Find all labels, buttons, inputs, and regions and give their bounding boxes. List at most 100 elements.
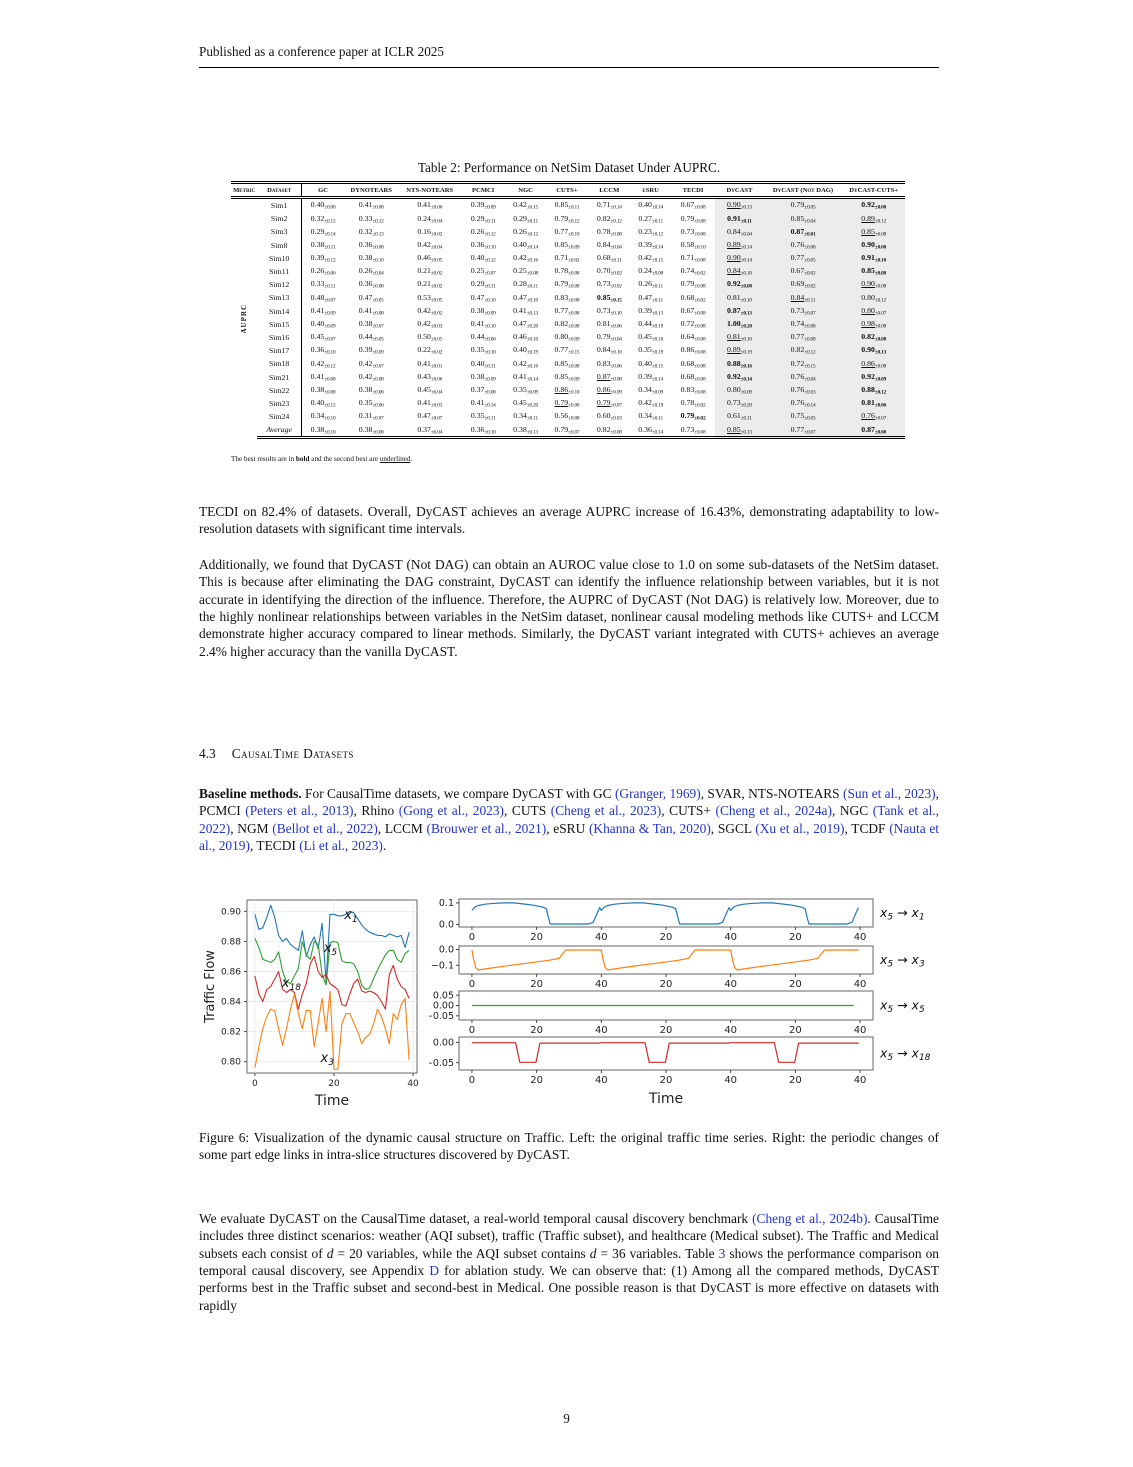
tick-label: 0.1 (439, 898, 454, 909)
table-cell: 0.42±0.16 (513, 358, 538, 370)
citation-link[interactable]: D (429, 1263, 439, 1279)
table-cell: 0.92±0.08 (842, 197, 905, 213)
dataset-name: Sim13 (257, 291, 303, 305)
table-cell: 0.80±0.12 (842, 291, 905, 305)
tick-label: 0 (469, 932, 475, 943)
x-axis-label: Time (314, 1093, 349, 1109)
table-row: Sim15 0.40±0.09 0.38±0.07 0.42±0.03 0.41±0.1… (231, 317, 905, 331)
table-cell: 0.36±0.14 (630, 423, 671, 440)
table-cell: 0.85±0.15 (596, 292, 622, 304)
tick-label: 0.05 (433, 990, 454, 1001)
table-cell: 0.42±0.04 (417, 239, 443, 251)
plot-frame (246, 899, 418, 1074)
table-cell: 0.40±0.09 (310, 319, 336, 330)
table-cell: 0.34±0.10 (310, 411, 336, 422)
series-x1 (254, 904, 410, 983)
tick-label: 0 (469, 1025, 475, 1036)
table-cell: 0.45±0.04 (417, 384, 443, 396)
edge-series-x5-x18 (471, 1042, 859, 1063)
table-cell: 0.41±0.01 (417, 358, 443, 370)
citation-link[interactable]: (Xu et al., 2019) (755, 820, 845, 836)
table-cell: 0.82±0.08 (588, 423, 631, 440)
citation-link[interactable]: (Brouwer et al., 2021) (426, 820, 547, 836)
citation-link[interactable]: (Cheng et al., 2024b) (752, 1211, 868, 1226)
dataset-name: Sim23 (257, 396, 303, 410)
citation-link[interactable]: (Li et al., 2023) (299, 838, 383, 854)
text-segment: . (410, 455, 413, 463)
table-cell: 0.79±0.07 (545, 423, 589, 440)
citation-link[interactable]: (Peters et al., 2013) (245, 803, 354, 819)
table-cell: 0.91±0.10 (842, 251, 905, 265)
text-segment: d (589, 1245, 597, 1261)
dataset-name: Sim11 (257, 264, 303, 279)
dataset-name: Sim18 (257, 357, 303, 371)
table-cell: 0.37±0.04 (398, 423, 462, 440)
text-segment: . (382, 838, 387, 854)
table-cell: 0.40±0.14 (638, 200, 664, 211)
table-cell: 0.77±0.07 (763, 423, 843, 440)
text-segment: , CUTS+ (661, 803, 716, 819)
table-cell: 0.72±0.15 (763, 357, 843, 371)
table-cell: 0.67±0.02 (763, 264, 843, 279)
table-cell: 0.85±0.11 (554, 200, 580, 211)
tick-label: 20 (789, 1025, 802, 1036)
table-cell: 0.80±0.09 (715, 383, 764, 397)
table-cell: 0.84±0.10 (596, 345, 622, 356)
citation-link[interactable]: (Gong et al., 2023) (398, 803, 504, 819)
table-cell: 0.48±0.07 (310, 292, 336, 304)
table-cell: 0.34±0.11 (513, 411, 538, 422)
table-cell: 0.80±0.09 (554, 332, 580, 343)
table-row: Sim23 0.40±0.12 0.35±0.06 0.41±0.03 0.41±0.1… (231, 396, 905, 410)
tick-label: 20 (789, 979, 802, 990)
table-cell: 0.35±0.11 (470, 411, 496, 422)
table-cell: 0.45±0.20 (513, 398, 538, 409)
table-2-footnote: The best results are in bold and the sec… (231, 455, 905, 463)
citation-link[interactable]: 3 (718, 1245, 726, 1261)
text-segment: = 36 variables. Table (596, 1245, 719, 1261)
series-label-x18: x18 (281, 976, 301, 993)
table-cell: 0.85±0.09 (554, 239, 580, 251)
tick-label: 0.00 (433, 1037, 454, 1048)
edge-label-x5-x18: x5 → x18 (879, 1046, 931, 1064)
table-cell: 0.56±0.08 (554, 411, 580, 422)
tick-label: 20 (789, 932, 802, 943)
table-cell: 0.85±0.04 (763, 212, 843, 226)
x-axis-label: Time (648, 1091, 683, 1107)
table-row: Sim21 0.41±0.08 0.42±0.08 0.43±0.06 0.38±0.0… (231, 370, 905, 384)
dataset-name: Sim15 (257, 317, 303, 331)
tick-label: 0.88 (221, 937, 241, 947)
table-cell: 0.86±0.10 (554, 384, 580, 396)
citation-link[interactable]: (Nauta et al., 2019) (199, 820, 939, 854)
table-cell: 0.42±0.03 (417, 319, 443, 330)
citation-link[interactable]: (Bellot et al., 2022) (272, 820, 378, 836)
citation-link[interactable]: (Tank et al., 2022) (199, 803, 939, 836)
tick-label: 20 (530, 979, 543, 990)
column-header: DyCAST (Not DAG) (763, 181, 843, 199)
table-cell: 0.29±0.11 (470, 213, 496, 225)
table-cell: 0.83±0.08 (554, 292, 580, 304)
table-cell: 0.47±0.07 (417, 411, 443, 422)
citation-link[interactable]: (Khanna & Tan, 2020) (588, 820, 711, 836)
citation-link[interactable]: (Sun et al., 2023) (843, 786, 936, 801)
text-segment: shows the performance comparison on temp… (199, 1245, 939, 1279)
table-cell: 0.79±0.05 (763, 197, 843, 213)
table-cell: 0.46±0.10 (513, 332, 538, 343)
series-label-x3: x3 (320, 1051, 335, 1068)
results-table: Metric Dataset GC DYNOTEARS NTS-NOTEARS PCMCI… (231, 181, 905, 440)
citation-link[interactable]: (Cheng et al., 2023) (550, 803, 662, 819)
column-header: Metric (231, 181, 258, 199)
edge-series-x5-x1 (471, 902, 859, 925)
table-row: Sim24 0.34±0.10 0.31±0.07 0.47±0.07 0.35±0.1… (231, 410, 905, 424)
table-cell: 0.85±0.08 (554, 358, 580, 370)
table-cell: 0.89±0.12 (842, 212, 905, 226)
edge-series-x5-x3 (471, 949, 859, 971)
table-cell: 0.41±0.14 (513, 371, 538, 383)
table-cell: 0.68±0.08 (680, 358, 706, 370)
table-cell: 0.78±0.02 (680, 398, 706, 409)
citation-link[interactable]: (Granger, 1969) (614, 786, 701, 801)
citation-link[interactable]: (Cheng et al., 2024a) (715, 803, 832, 819)
table-cell: 0.98±0.08 (842, 317, 905, 331)
table-cell: 0.73±0.07 (763, 304, 843, 318)
